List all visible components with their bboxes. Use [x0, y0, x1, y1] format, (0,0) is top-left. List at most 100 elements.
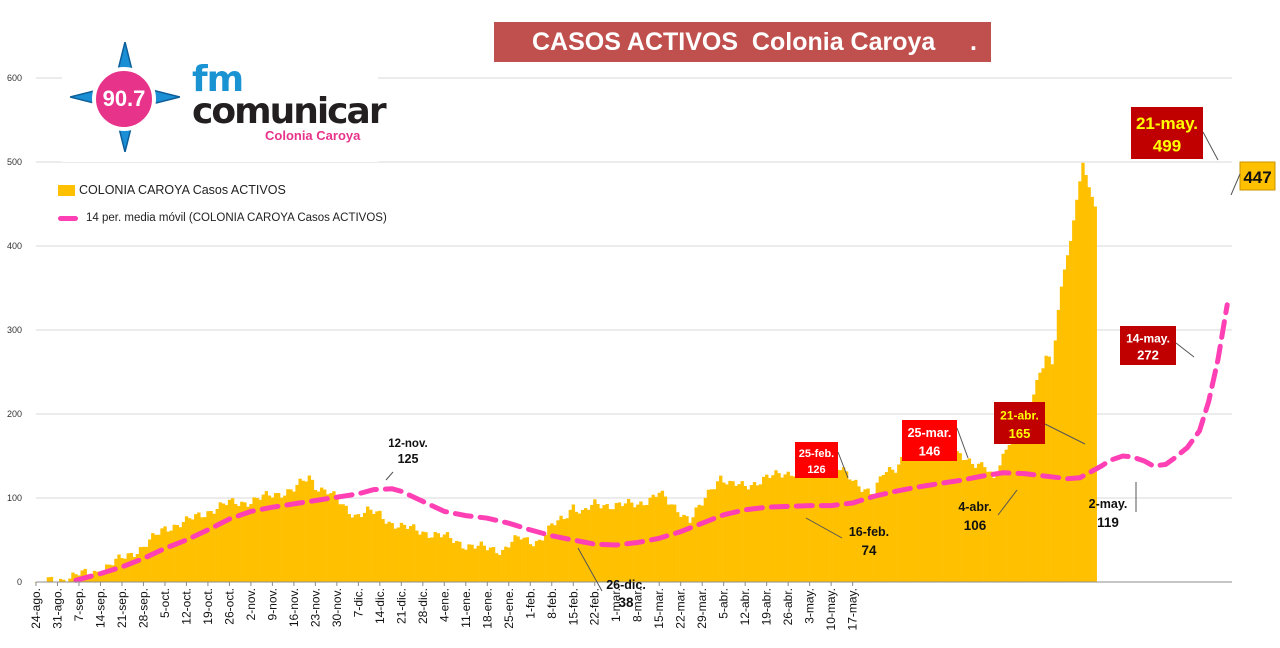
bar — [326, 494, 330, 582]
callout-box — [994, 402, 1045, 444]
bar — [1084, 175, 1088, 582]
bar — [967, 458, 972, 582]
bar — [823, 464, 827, 582]
x-tick-label: 18-ene. — [480, 588, 494, 629]
bar — [884, 472, 889, 582]
bar — [123, 558, 127, 582]
bar — [418, 534, 422, 582]
bar — [1007, 445, 1011, 582]
bar — [857, 486, 861, 582]
bar — [381, 519, 385, 582]
bar — [160, 528, 164, 582]
x-tick-label: 26-oct. — [222, 588, 236, 625]
bar — [316, 491, 321, 582]
bar — [989, 471, 993, 582]
bar — [393, 528, 397, 582]
x-tick-label: 30-nov. — [330, 588, 344, 627]
bar — [344, 505, 348, 582]
x-tick-label: 8-feb. — [545, 588, 559, 619]
bar — [737, 484, 741, 582]
bar — [854, 479, 858, 582]
x-tick-label: 4-ene. — [437, 588, 451, 622]
bar — [869, 494, 873, 582]
bar — [261, 494, 265, 582]
bar — [387, 521, 391, 582]
annotation-date: 2-may. — [1089, 497, 1128, 511]
bar — [366, 506, 370, 582]
bar-series — [34, 162, 1097, 583]
bar — [583, 508, 588, 582]
leader-line — [577, 547, 603, 592]
bar — [163, 526, 167, 582]
bar — [712, 489, 717, 582]
bar — [841, 467, 846, 582]
x-tick-label: 26-abr. — [781, 588, 795, 625]
bar — [881, 475, 886, 582]
bar — [286, 489, 290, 582]
x-tick-label: 14-dic. — [373, 588, 387, 624]
legend-item-line: 14 per. media móvil (COLONIA CAROYA Caso… — [58, 204, 387, 232]
bar — [212, 513, 216, 582]
bar — [537, 539, 542, 582]
bar — [697, 504, 701, 582]
bar — [464, 549, 468, 582]
bar — [430, 537, 434, 582]
x-tick-label: 28-sep. — [136, 588, 150, 628]
bar — [1078, 181, 1082, 582]
bar — [961, 460, 965, 582]
annotation-date: 4-abr. — [958, 500, 991, 514]
x-tick-label: 5-oct. — [158, 588, 172, 618]
bar — [243, 502, 247, 582]
bar — [359, 517, 364, 582]
bar — [645, 504, 649, 582]
bar — [491, 547, 496, 582]
chart-legend: COLONIA CAROYA Casos ACTIVOS 14 per. med… — [58, 176, 387, 232]
bar — [725, 484, 729, 582]
bar — [249, 504, 253, 582]
bar — [872, 495, 876, 582]
bar — [307, 475, 312, 582]
bar — [952, 456, 956, 582]
bar — [906, 451, 910, 582]
bar — [200, 517, 204, 582]
callout-date: 25-mar. — [908, 426, 952, 440]
x-tick-label: 16-nov. — [287, 588, 301, 627]
bar — [1019, 419, 1024, 582]
bar — [301, 480, 305, 582]
bar — [157, 534, 161, 582]
bar — [937, 446, 941, 582]
x-tick-label: 23-nov. — [308, 588, 322, 627]
bar — [1093, 206, 1097, 582]
bar — [513, 535, 517, 582]
annotation-value: 38 — [618, 595, 634, 610]
bar — [194, 514, 198, 582]
bar — [319, 487, 324, 582]
bar — [399, 522, 404, 582]
bar — [1010, 432, 1015, 582]
bar — [1016, 424, 1021, 582]
bar — [691, 517, 695, 582]
y-tick-label: 100 — [7, 493, 22, 503]
bar — [550, 523, 554, 582]
logo-subtitle: Colonia Caroya — [265, 128, 361, 143]
bar — [534, 541, 539, 582]
bar — [740, 481, 744, 582]
bar — [237, 505, 241, 582]
bar — [743, 486, 747, 582]
bar — [522, 537, 526, 582]
bar — [1032, 394, 1036, 582]
y-tick-label: 600 — [7, 73, 22, 83]
bar — [980, 462, 984, 582]
bar — [111, 565, 115, 582]
bar — [838, 470, 843, 582]
bar — [221, 503, 226, 582]
x-tick-label: 1-feb. — [523, 588, 537, 619]
x-tick-label: 25-ene. — [502, 588, 516, 629]
callout-value: 126 — [807, 464, 825, 476]
bar — [642, 505, 646, 582]
callout-value: 146 — [919, 443, 941, 458]
callout-value: 165 — [1009, 426, 1031, 441]
x-tick-label: 22-mar. — [674, 588, 688, 629]
bar — [771, 475, 775, 582]
bar — [1004, 449, 1008, 582]
